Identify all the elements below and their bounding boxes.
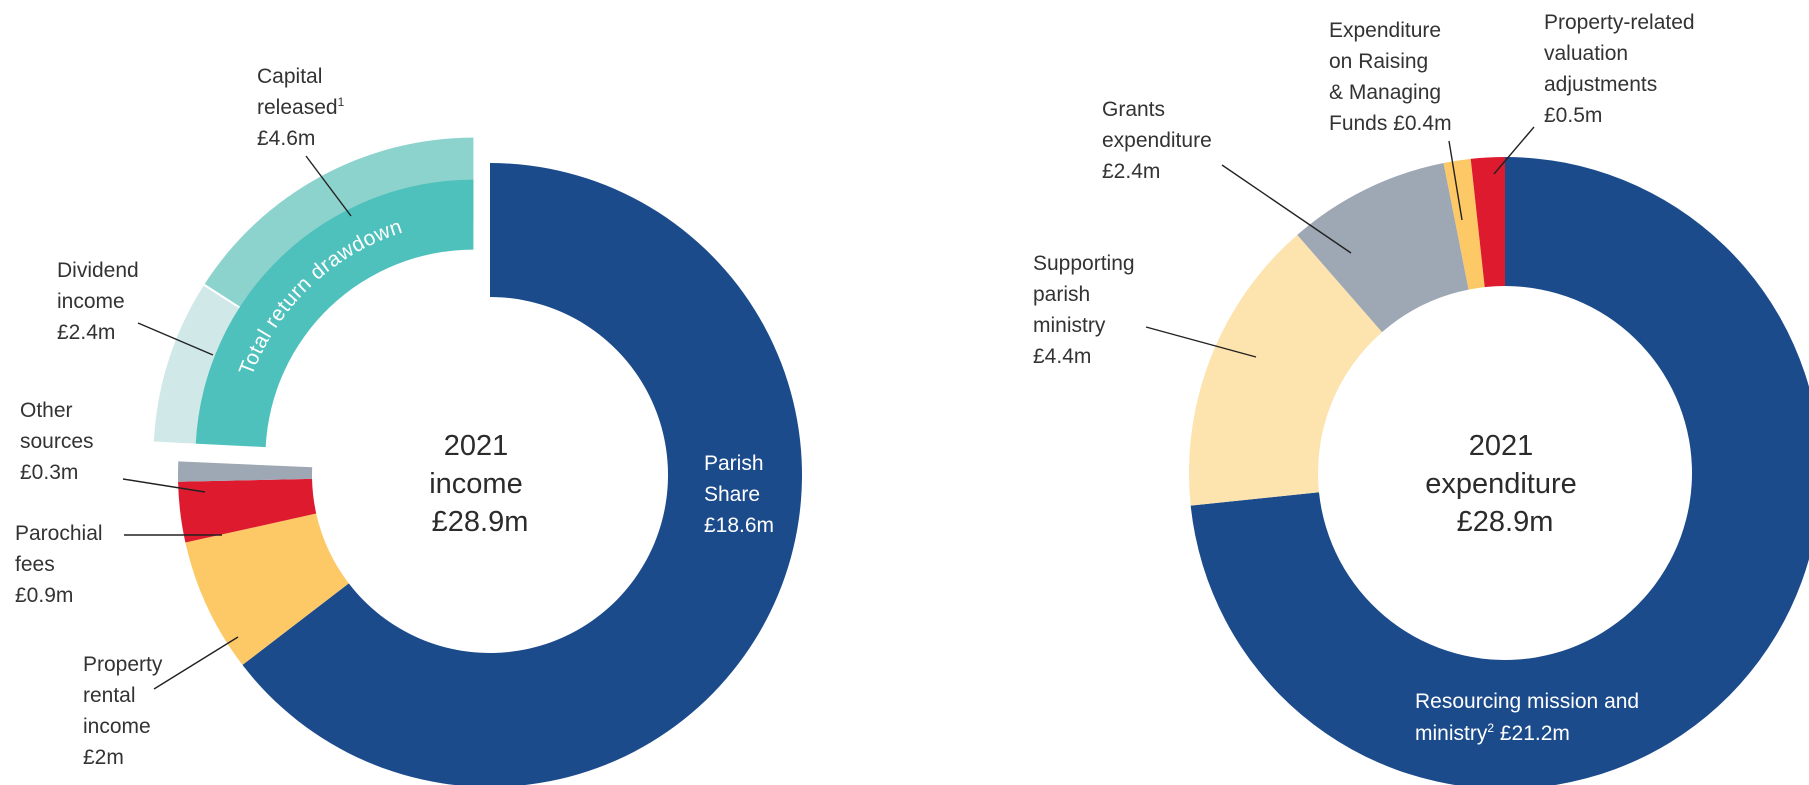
leader-raising-managing-funds bbox=[1448, 140, 1463, 221]
slice-label-other-sources: Other sources £0.3m bbox=[20, 399, 99, 484]
slice-property-related-valuation-adjustments bbox=[1470, 157, 1505, 288]
footnote-marker: 1 bbox=[338, 95, 345, 109]
leader-supporting-parish-ministry bbox=[1145, 326, 1257, 358]
slice-label-line: £4.4m bbox=[1033, 345, 1091, 368]
slice-label-line: Parochial bbox=[15, 522, 103, 545]
slice-label-line: on Raising bbox=[1329, 50, 1428, 73]
slice-label-line: income bbox=[57, 290, 125, 313]
slice-label-property-rental-income: Property rental income £2m bbox=[83, 653, 168, 769]
slice-label-property-valuation: Property-related valuation adjustments £… bbox=[1544, 11, 1700, 127]
leader-capital-released bbox=[305, 155, 352, 217]
slice-label-line: £2m bbox=[83, 746, 124, 769]
slice-label-line: Grants bbox=[1102, 98, 1165, 121]
slice-label-parochial-fees: Parochial fees £0.9m bbox=[15, 522, 108, 607]
expenditure-donut: 2021 expenditure £28.9m Resourcing missi… bbox=[1033, 11, 1809, 785]
income-center-total: £28.9m bbox=[432, 506, 529, 538]
income-total-return-ring bbox=[195, 179, 474, 448]
slice-label-line: adjustments bbox=[1544, 73, 1657, 96]
slice-label-dividend-income: Dividend income £2.4m bbox=[57, 259, 145, 344]
slice-label-line: income bbox=[83, 715, 151, 738]
slice-label-line: valuation bbox=[1544, 42, 1628, 65]
slice-label-line: £0.3m bbox=[20, 461, 78, 484]
slice-label-resourcing-mission: Resourcing mission and ministry2 £21.2m bbox=[1415, 690, 1645, 745]
income-center-title: income bbox=[429, 468, 523, 500]
slice-label-supporting-parish-ministry: Supporting parish ministry £4.4m bbox=[1033, 252, 1140, 368]
slice-label-line: Property-related bbox=[1544, 11, 1695, 34]
slice-label-text: released bbox=[257, 96, 338, 119]
slice-property-rental-income bbox=[185, 513, 349, 665]
income-center-year: 2021 bbox=[444, 430, 509, 462]
expenditure-center-label: 2021 expenditure £28.9m bbox=[1425, 430, 1585, 538]
slice-label-line: £2.4m bbox=[57, 321, 115, 344]
leader-grants-expenditure bbox=[1221, 164, 1352, 254]
leader-property-valuation bbox=[1493, 126, 1535, 175]
slice-grants-expenditure bbox=[1297, 163, 1469, 333]
leader-other-sources bbox=[122, 478, 206, 493]
slice-label-line: Dividend bbox=[57, 259, 139, 282]
slice-label-line: expenditure bbox=[1102, 129, 1212, 152]
slice-label-parish-share: Parish Share £18.6m bbox=[704, 452, 774, 537]
slice-label-line: Capital bbox=[257, 65, 322, 88]
slice-label-line: £2.4m bbox=[1102, 160, 1160, 183]
slice-label-line: £4.6m bbox=[257, 127, 315, 150]
slice-supporting-parish-ministry bbox=[1189, 234, 1383, 506]
total-return-drawdown-band bbox=[195, 179, 474, 448]
footnote-marker: 2 bbox=[1487, 721, 1494, 735]
slice-label-text: ministry bbox=[1415, 722, 1488, 745]
income-center-label: 2021 income £28.9m bbox=[429, 430, 531, 538]
slice-label-line: Resourcing mission and bbox=[1415, 690, 1639, 713]
slice-label-raising-managing-funds: Expenditure on Raising & Managing Funds … bbox=[1329, 19, 1452, 135]
slice-label-line: £0.5m bbox=[1544, 104, 1602, 127]
slice-label-line: £0.9m bbox=[15, 584, 73, 607]
expenditure-center-total: £28.9m bbox=[1457, 506, 1554, 538]
slice-label-line: & Managing bbox=[1329, 81, 1441, 104]
slice-label-line: Property bbox=[83, 653, 163, 676]
slice-label-line: Parish bbox=[704, 452, 764, 475]
income-donut: Total return drawdown 2021 income £28.9m… bbox=[15, 65, 802, 785]
slice-resourcing-mission-and-ministry bbox=[1190, 157, 1809, 785]
slice-label-line: fees bbox=[15, 553, 55, 576]
slice-label-line: Funds £0.4m bbox=[1329, 112, 1452, 135]
leader-property-rental-income bbox=[153, 636, 239, 690]
slice-label-line: Expenditure bbox=[1329, 19, 1441, 42]
slice-label-line: Other bbox=[20, 399, 73, 422]
slice-expenditure-on-raising-managing-funds bbox=[1443, 158, 1485, 290]
slice-label-grants-expenditure: Grants expenditure £2.4m bbox=[1102, 98, 1218, 183]
slice-label-line: rental bbox=[83, 684, 136, 707]
slice-label-line: ministry2 £21.2m bbox=[1415, 721, 1570, 745]
slice-label-line: Supporting bbox=[1033, 252, 1135, 275]
expenditure-center-year: 2021 bbox=[1469, 430, 1534, 462]
slice-label-line: ministry bbox=[1033, 314, 1106, 337]
slice-label-line: Share bbox=[704, 483, 760, 506]
expenditure-center-title: expenditure bbox=[1425, 468, 1577, 500]
slice-label-line: £18.6m bbox=[704, 514, 774, 537]
slice-label-line: parish bbox=[1033, 283, 1090, 306]
slice-label-line: sources bbox=[20, 430, 94, 453]
slice-parish-share bbox=[242, 163, 802, 785]
slice-label-capital-released: Capital released1 £4.6m bbox=[257, 65, 350, 150]
leader-dividend-income bbox=[137, 322, 214, 356]
slice-label-text: £21.2m bbox=[1494, 722, 1570, 745]
expenditure-slices bbox=[1189, 157, 1809, 785]
slice-parochial-fees bbox=[178, 478, 317, 543]
slice-other-sources bbox=[177, 461, 313, 482]
slice-label-line: released1 bbox=[257, 95, 345, 119]
